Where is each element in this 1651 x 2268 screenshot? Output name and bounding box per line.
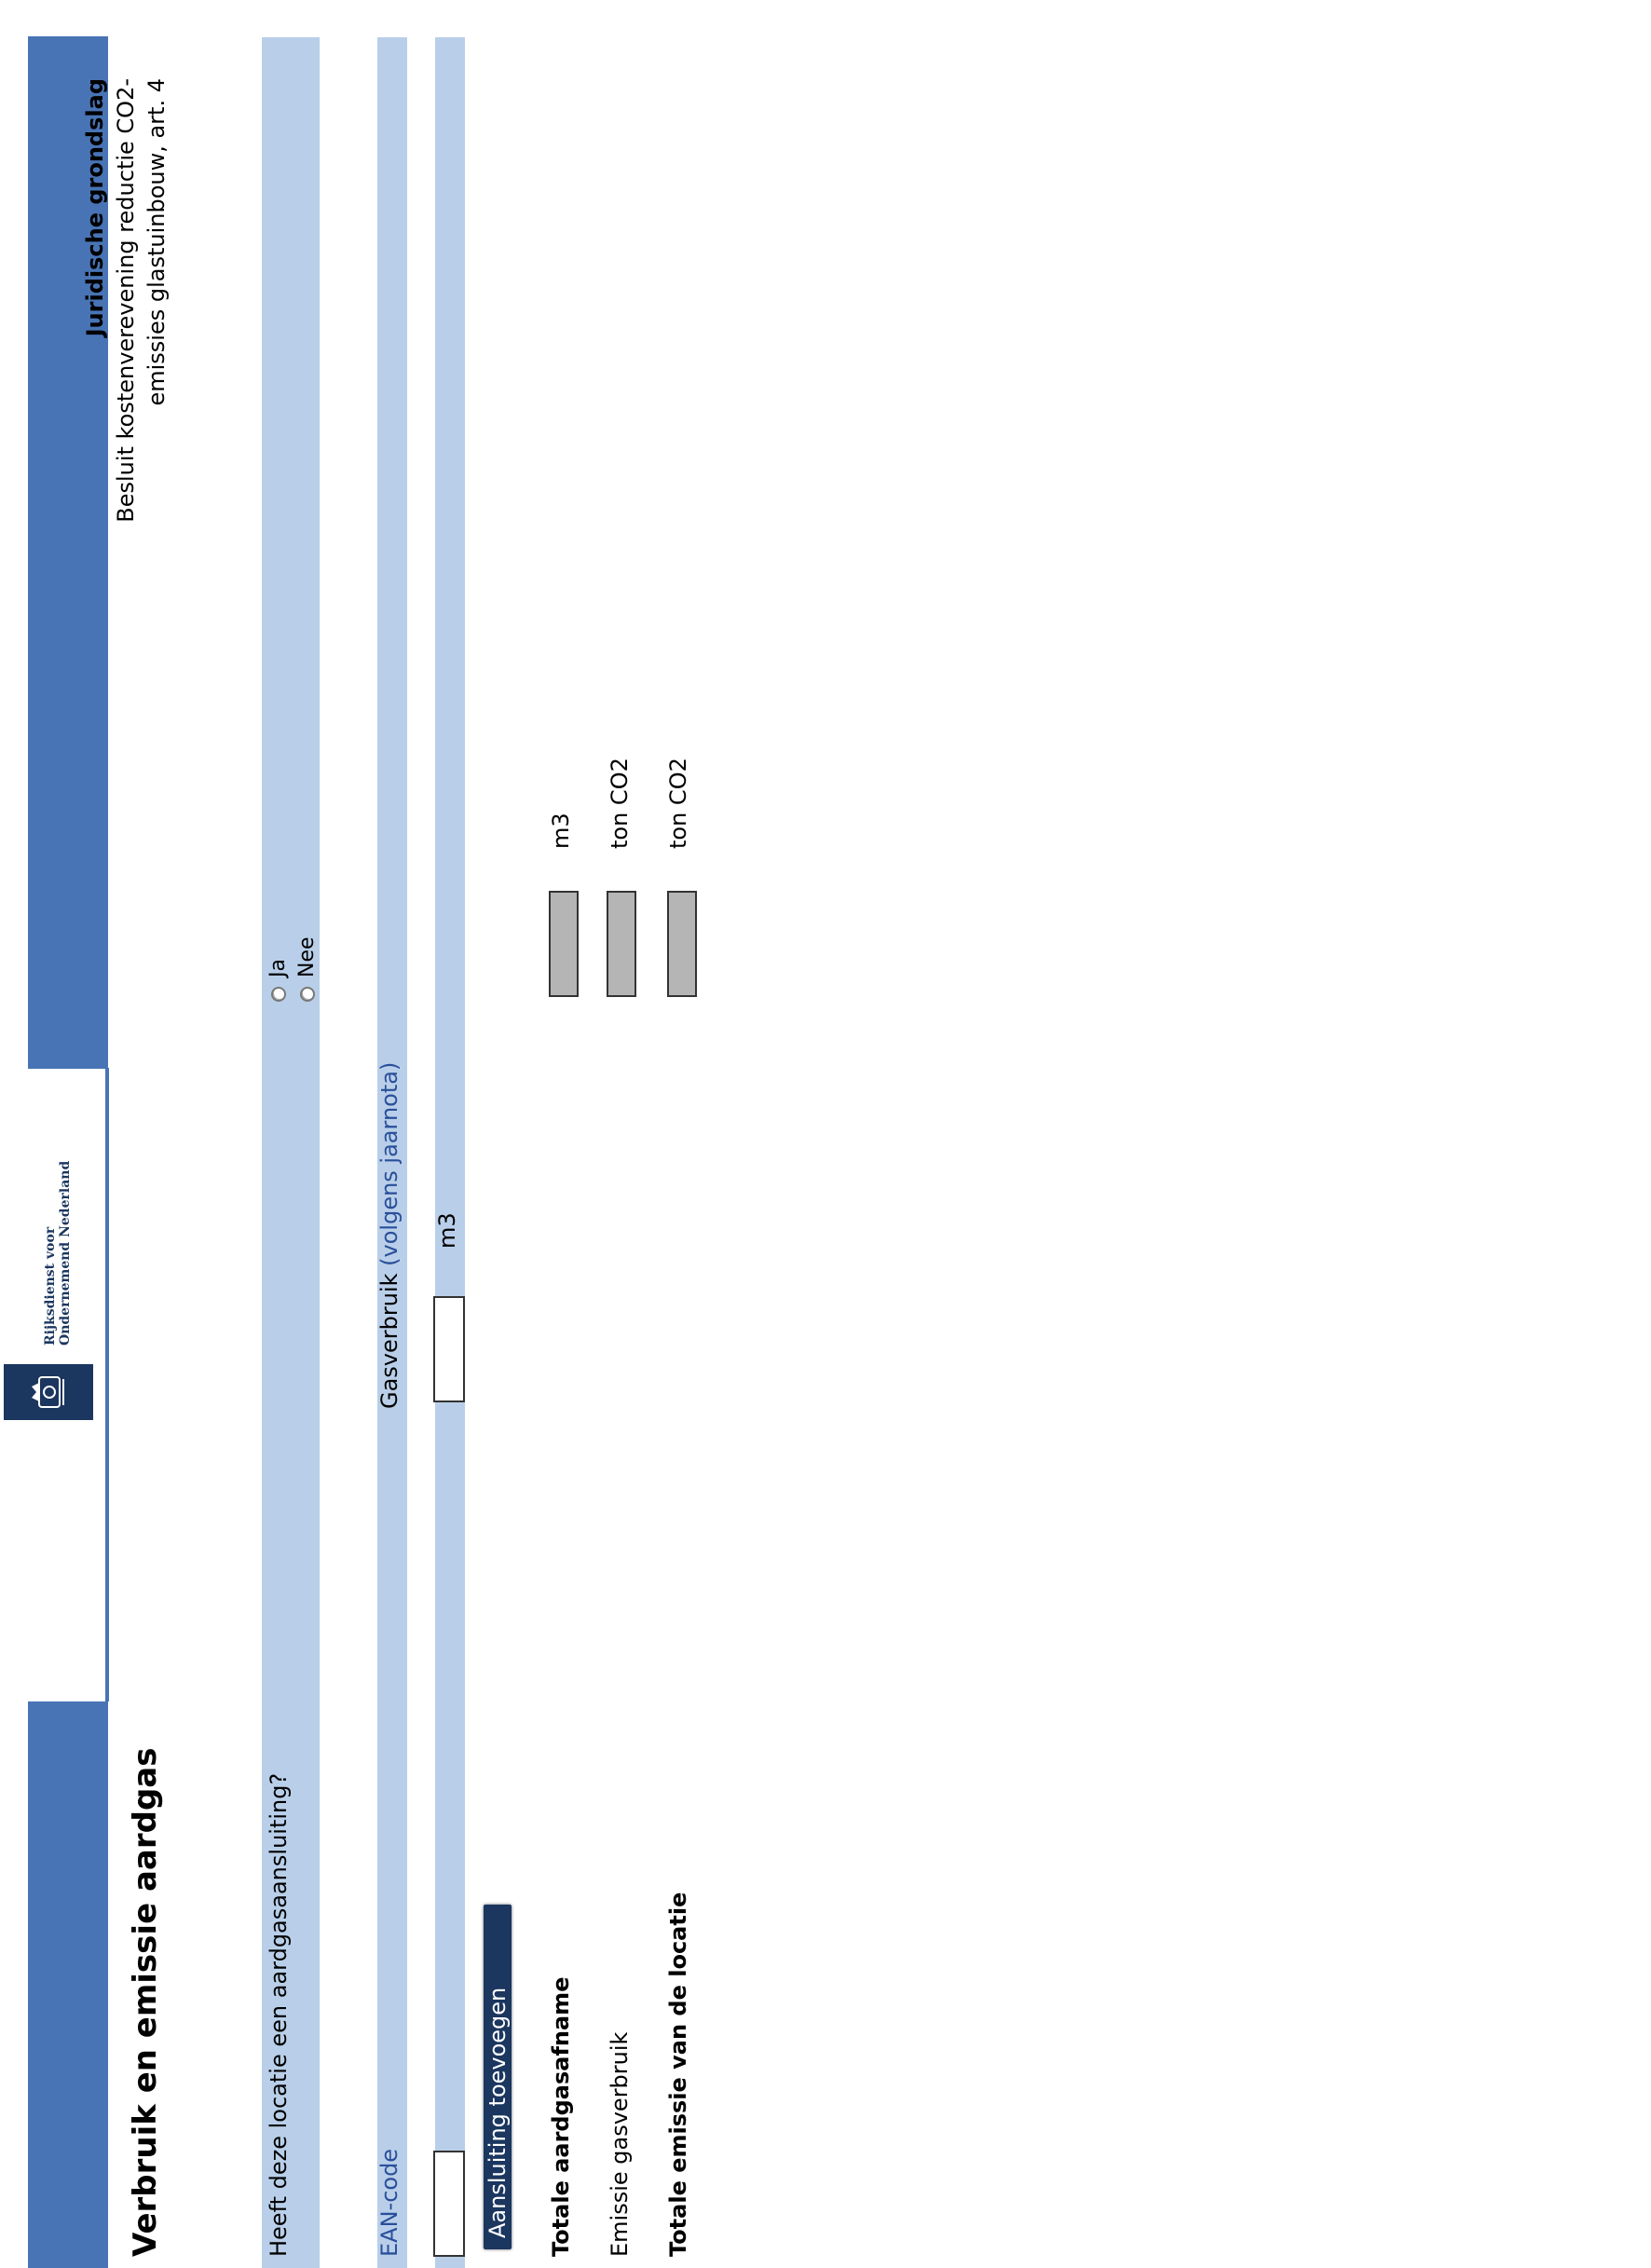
usage-column-header: Gasverbruik (volgens jaarnota) — [376, 1062, 403, 1409]
ean-input[interactable] — [433, 2151, 465, 2257]
legal-basis: Juridische grondslag Besluit kostenverev… — [80, 78, 172, 563]
header-band-left — [28, 1701, 108, 2268]
add-connection-button[interactable]: Aansluiting toevoegen — [484, 1905, 512, 2249]
location-emission-label: Totale emissie van de locatie — [665, 1892, 691, 2257]
table-row-bg — [435, 37, 465, 2268]
radio-option-ja[interactable]: Ja — [264, 936, 293, 1002]
organization-name: Rijksdienst voor Ondernemend Nederland — [43, 1160, 73, 1346]
radio-ja-label: Ja — [266, 959, 290, 977]
total-gas-unit: m3 — [548, 813, 574, 849]
question-label: Heeft deze locatie een aardgasaansluitin… — [266, 1772, 292, 2257]
usage-label: Gasverbruik — [376, 1273, 403, 1409]
radio-ja[interactable] — [270, 987, 286, 1002]
location-emission-output — [667, 891, 697, 997]
connection-radio-group: Ja Nee — [264, 936, 321, 1002]
gas-emission-output — [607, 891, 636, 997]
gas-emission-unit: ton CO2 — [607, 758, 633, 849]
total-gas-label: Totale aardgasafname — [548, 1976, 574, 2257]
location-emission-unit: ton CO2 — [665, 758, 691, 849]
radio-nee[interactable] — [299, 987, 315, 1002]
header-underline — [105, 1068, 109, 1701]
usage-hint: (volgens jaarnota) — [376, 1061, 403, 1266]
legal-basis-title: Juridische grondslag — [82, 78, 108, 337]
gas-emission-label: Emissie gasverbruik — [607, 2031, 633, 2257]
royal-crest-icon — [4, 1364, 93, 1420]
gas-usage-input[interactable] — [433, 1296, 465, 1402]
radio-option-nee[interactable]: Nee — [293, 936, 321, 1002]
radio-nee-label: Nee — [294, 936, 319, 977]
gas-usage-unit: m3 — [434, 1212, 460, 1249]
legal-basis-text: Besluit kostenverevening reductie CO2-em… — [113, 78, 170, 523]
ean-column-header: EAN-code — [376, 2148, 403, 2257]
page-title: Verbruik en emissie aardgas — [127, 1747, 164, 2257]
total-gas-output — [549, 891, 579, 997]
